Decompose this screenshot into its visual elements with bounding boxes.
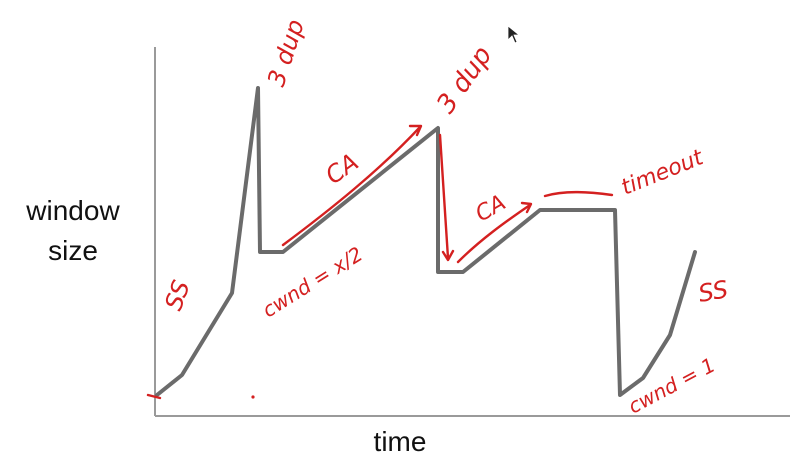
annotation-ss-right: SS [696,275,730,308]
annotation-cwnd-one: cwnd = 1 [624,353,719,419]
window-size-trace [155,86,697,397]
y-axis-label-line1: window [26,195,120,226]
ca-arrow-second [456,203,532,264]
ca-arrowhead-first [408,124,423,137]
annotation-timeout: timeout [618,145,708,201]
cwnd-drop-arrowhead [441,249,455,262]
x-axis-label: time [373,426,427,457]
ink-dot [251,395,255,399]
y-axis-label-line2: size [48,235,98,266]
flat-squiggle [543,190,614,198]
y-axis-label: window size [8,197,138,277]
annotation-ss-left: SS [159,277,195,314]
annotation-triple-dup-1: 3 dup [262,16,310,90]
ca-arrowhead-second [520,201,533,214]
ss-left-tick [146,393,162,400]
mouse-pointer-icon [507,25,521,44]
cwnd-drop-arrow [438,133,450,260]
annotation-ca-first: CA [320,148,363,190]
ca-arrow-first [281,125,422,247]
annotation-triple-dup-2: 3 dup [431,41,498,119]
